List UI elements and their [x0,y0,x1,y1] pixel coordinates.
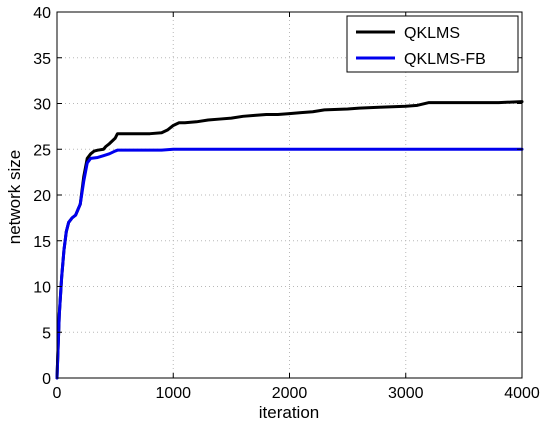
x-axis-label: iteration [259,403,319,422]
y-tick-label: 40 [33,5,51,22]
y-axis-label: network size [5,150,24,244]
x-tick-label: 4000 [504,385,540,402]
y-tick-label: 0 [42,371,51,388]
legend-label-qklms: QKLMS [404,25,460,42]
y-tick-label: 20 [33,188,51,205]
legend: QKLMS QKLMS-FB [346,15,519,73]
tick-labels: 0 1000 2000 3000 4000 0 5 10 15 20 25 30 35 40 [33,5,540,402]
x-tick-label: 1000 [155,385,191,402]
series-line-qklms-fb [55,147,524,380]
x-tick-label: 3000 [388,385,424,402]
x-tick-label: 0 [53,385,62,402]
y-tick-label: 5 [42,325,51,342]
axis-ticks [56,11,523,379]
y-tick-label: 35 [33,51,51,68]
legend-label-qklms-fb: QKLMS-FB [404,51,486,68]
series-lines [55,100,524,380]
y-tick-label: 15 [33,234,51,251]
x-tick-label: 2000 [272,385,308,402]
y-tick-label: 25 [33,142,51,159]
legend-box [346,15,519,73]
y-tick-label: 30 [33,97,51,114]
y-tick-label: 10 [33,280,51,297]
